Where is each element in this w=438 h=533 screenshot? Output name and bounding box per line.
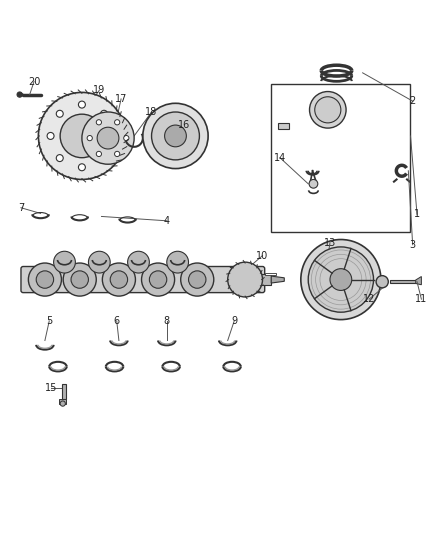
- Circle shape: [17, 92, 22, 97]
- Bar: [237, 274, 271, 285]
- Circle shape: [96, 151, 102, 157]
- Circle shape: [60, 401, 65, 406]
- Circle shape: [60, 114, 104, 158]
- Circle shape: [315, 97, 341, 123]
- Circle shape: [47, 133, 54, 140]
- Circle shape: [110, 271, 127, 288]
- Circle shape: [78, 164, 85, 171]
- Circle shape: [124, 135, 129, 141]
- Text: 13: 13: [324, 238, 336, 247]
- Text: 20: 20: [28, 77, 40, 86]
- Circle shape: [56, 110, 63, 117]
- Circle shape: [228, 262, 262, 297]
- Circle shape: [39, 92, 125, 180]
- Circle shape: [78, 101, 85, 108]
- Circle shape: [330, 269, 352, 290]
- Text: 1: 1: [414, 209, 420, 219]
- Circle shape: [101, 155, 108, 161]
- Circle shape: [301, 239, 381, 320]
- Text: 10: 10: [256, 251, 268, 261]
- Text: 5: 5: [46, 316, 53, 326]
- Bar: [390, 280, 416, 284]
- Text: 15: 15: [45, 383, 58, 393]
- Circle shape: [143, 103, 208, 168]
- Polygon shape: [59, 399, 66, 403]
- Text: 6: 6: [113, 316, 120, 326]
- Circle shape: [141, 263, 175, 296]
- Circle shape: [102, 263, 135, 296]
- Circle shape: [110, 133, 117, 140]
- Circle shape: [149, 271, 167, 288]
- Text: 12: 12: [363, 294, 375, 304]
- Circle shape: [181, 263, 214, 296]
- Circle shape: [53, 251, 75, 273]
- Circle shape: [82, 112, 134, 164]
- Text: 11: 11: [415, 294, 427, 304]
- Circle shape: [63, 263, 96, 296]
- Bar: [62, 384, 66, 399]
- Circle shape: [115, 120, 120, 125]
- Circle shape: [127, 251, 149, 273]
- Circle shape: [36, 271, 53, 288]
- Bar: [265, 272, 276, 275]
- Text: 14: 14: [274, 152, 286, 163]
- Circle shape: [310, 92, 346, 128]
- Circle shape: [96, 120, 102, 125]
- Text: 9: 9: [231, 316, 237, 326]
- Circle shape: [101, 110, 108, 117]
- Circle shape: [97, 127, 119, 149]
- Text: 3: 3: [410, 240, 416, 250]
- Circle shape: [56, 155, 63, 161]
- Circle shape: [376, 276, 389, 288]
- Polygon shape: [416, 277, 421, 285]
- Circle shape: [309, 180, 318, 188]
- Circle shape: [88, 251, 110, 273]
- Bar: [271, 84, 410, 232]
- Text: 16: 16: [178, 120, 190, 130]
- Circle shape: [188, 271, 206, 288]
- Text: 7: 7: [18, 203, 24, 213]
- Text: 4: 4: [164, 216, 170, 226]
- Text: 19: 19: [93, 85, 106, 95]
- Text: 18: 18: [145, 107, 158, 117]
- Circle shape: [152, 112, 199, 160]
- Circle shape: [115, 151, 120, 157]
- Text: 17: 17: [115, 94, 127, 104]
- FancyBboxPatch shape: [21, 266, 265, 293]
- Circle shape: [87, 135, 92, 141]
- Circle shape: [71, 271, 88, 288]
- Polygon shape: [271, 276, 284, 283]
- Circle shape: [28, 263, 61, 296]
- Circle shape: [165, 125, 186, 147]
- Circle shape: [308, 247, 374, 312]
- Bar: [278, 123, 289, 130]
- Text: 2: 2: [410, 96, 416, 106]
- Circle shape: [167, 251, 188, 273]
- Text: 8: 8: [164, 316, 170, 326]
